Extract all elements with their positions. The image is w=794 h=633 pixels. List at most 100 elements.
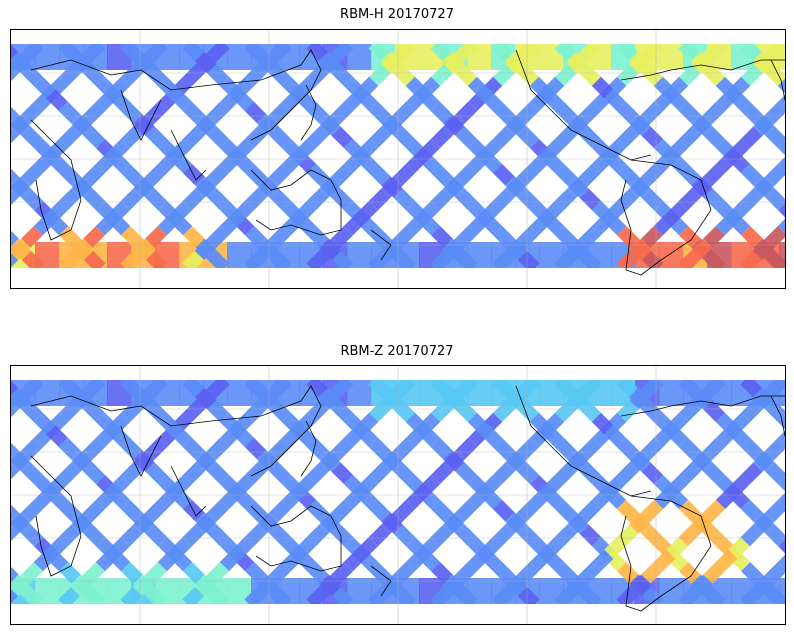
swath-segment: [616, 499, 639, 522]
coastline-path: [770, 395, 785, 437]
swath-segment: [219, 487, 242, 510]
swath-segment: [690, 387, 713, 410]
swath-segment: [554, 462, 577, 485]
swath-segment: [182, 524, 205, 547]
swath-segment: [281, 487, 304, 510]
swath-segment: [604, 201, 626, 223]
swath-segment: [145, 44, 168, 62]
swath-segment: [281, 151, 304, 174]
swath-segment: [430, 586, 453, 604]
swath-segment: [256, 387, 279, 410]
map-panel-bottom: [10, 365, 786, 625]
swath-segment: [777, 554, 785, 570]
swath-segment: [455, 188, 478, 211]
swath-segment: [58, 126, 81, 149]
swath-segment: [145, 462, 168, 485]
graticule: [11, 366, 785, 624]
swath-segment: [393, 44, 416, 62]
swath-segment: [740, 437, 763, 460]
swath-segment: [306, 163, 329, 186]
swath-segment: [740, 586, 763, 604]
swath-segment: [653, 76, 676, 99]
swath-segment: [182, 44, 205, 62]
swath-segment: [728, 89, 750, 111]
swath-segment: [765, 499, 785, 522]
swath-segment: [95, 151, 118, 174]
swath-segment: [21, 400, 43, 422]
swath-segment: [58, 101, 81, 124]
swath-segment: [740, 250, 763, 268]
swath-segment: [703, 380, 726, 398]
swath-segment: [381, 450, 403, 472]
swath-segment: [616, 188, 639, 211]
swath-segment: [529, 213, 552, 236]
swath-segment: [207, 400, 229, 422]
coastline-path: [300, 420, 317, 477]
swath-segment: [703, 437, 726, 460]
swath-segment: [778, 430, 785, 445]
swath-segment: [393, 188, 416, 211]
swath-segment: [430, 437, 453, 460]
swath-segment: [455, 250, 478, 268]
swath-segment: [343, 549, 366, 572]
swath-segment: [207, 188, 230, 211]
swath-segment: [83, 126, 106, 149]
swath-segment: [529, 412, 552, 435]
swath-segment: [616, 163, 639, 186]
swath-segment: [604, 138, 627, 161]
swath-segment: [369, 400, 391, 422]
swath-segment: [430, 163, 453, 186]
swath-segment: [393, 437, 416, 460]
swath-segment: [703, 250, 726, 268]
swath-segment: [591, 151, 614, 174]
swath-segment: [703, 44, 726, 62]
swath-segment: [294, 89, 316, 111]
swath-segment: [207, 101, 230, 124]
swath-segment: [269, 44, 292, 62]
swath-segment: [393, 562, 415, 584]
swath-segment: [579, 101, 602, 124]
coastline-path: [170, 465, 207, 517]
swath-segment: [691, 114, 713, 136]
swath-segment: [579, 226, 601, 248]
swath-segment: [343, 474, 366, 497]
swath-segment: [467, 151, 490, 174]
swath-segment: [183, 64, 205, 86]
coastline-path: [120, 89, 162, 141]
swath-segment: [604, 537, 626, 559]
swath-segment: [703, 524, 726, 547]
swath-segment: [294, 425, 316, 447]
swath-segment: [21, 462, 44, 485]
swath-segment: [517, 437, 540, 460]
swath-segment: [343, 487, 366, 510]
swath-segment: [170, 425, 192, 447]
swath-segment: [641, 126, 664, 149]
swath-segment: [393, 499, 416, 522]
swath-segment: [604, 474, 627, 497]
swath-segment: [356, 425, 378, 447]
swath-segment: [306, 380, 329, 398]
swath-segment: [269, 499, 292, 522]
swath-segment: [442, 387, 465, 410]
swath-segment: [356, 89, 378, 111]
swath-segment: [653, 412, 676, 435]
swath-segment: [493, 400, 515, 422]
swath-segment: [58, 380, 81, 398]
map-canvas-bottom: [11, 366, 785, 624]
swath-segment: [629, 176, 651, 198]
swath-segment: [207, 462, 230, 485]
swath-segment: [281, 474, 304, 497]
swath-segment: [777, 78, 785, 94]
swath-segment: [381, 512, 403, 534]
swath-segment: [380, 387, 403, 410]
swath-segment: [368, 163, 391, 186]
swath-segment: [356, 138, 379, 161]
swath-segment: [617, 562, 639, 584]
swath-segment: [579, 524, 602, 547]
swath-segment: [679, 400, 701, 422]
swath-segment: [21, 126, 44, 149]
swath-segment: [741, 64, 763, 86]
swath-segment: [579, 499, 602, 522]
swath-segment: [455, 562, 477, 584]
swath-segment: [58, 499, 81, 522]
